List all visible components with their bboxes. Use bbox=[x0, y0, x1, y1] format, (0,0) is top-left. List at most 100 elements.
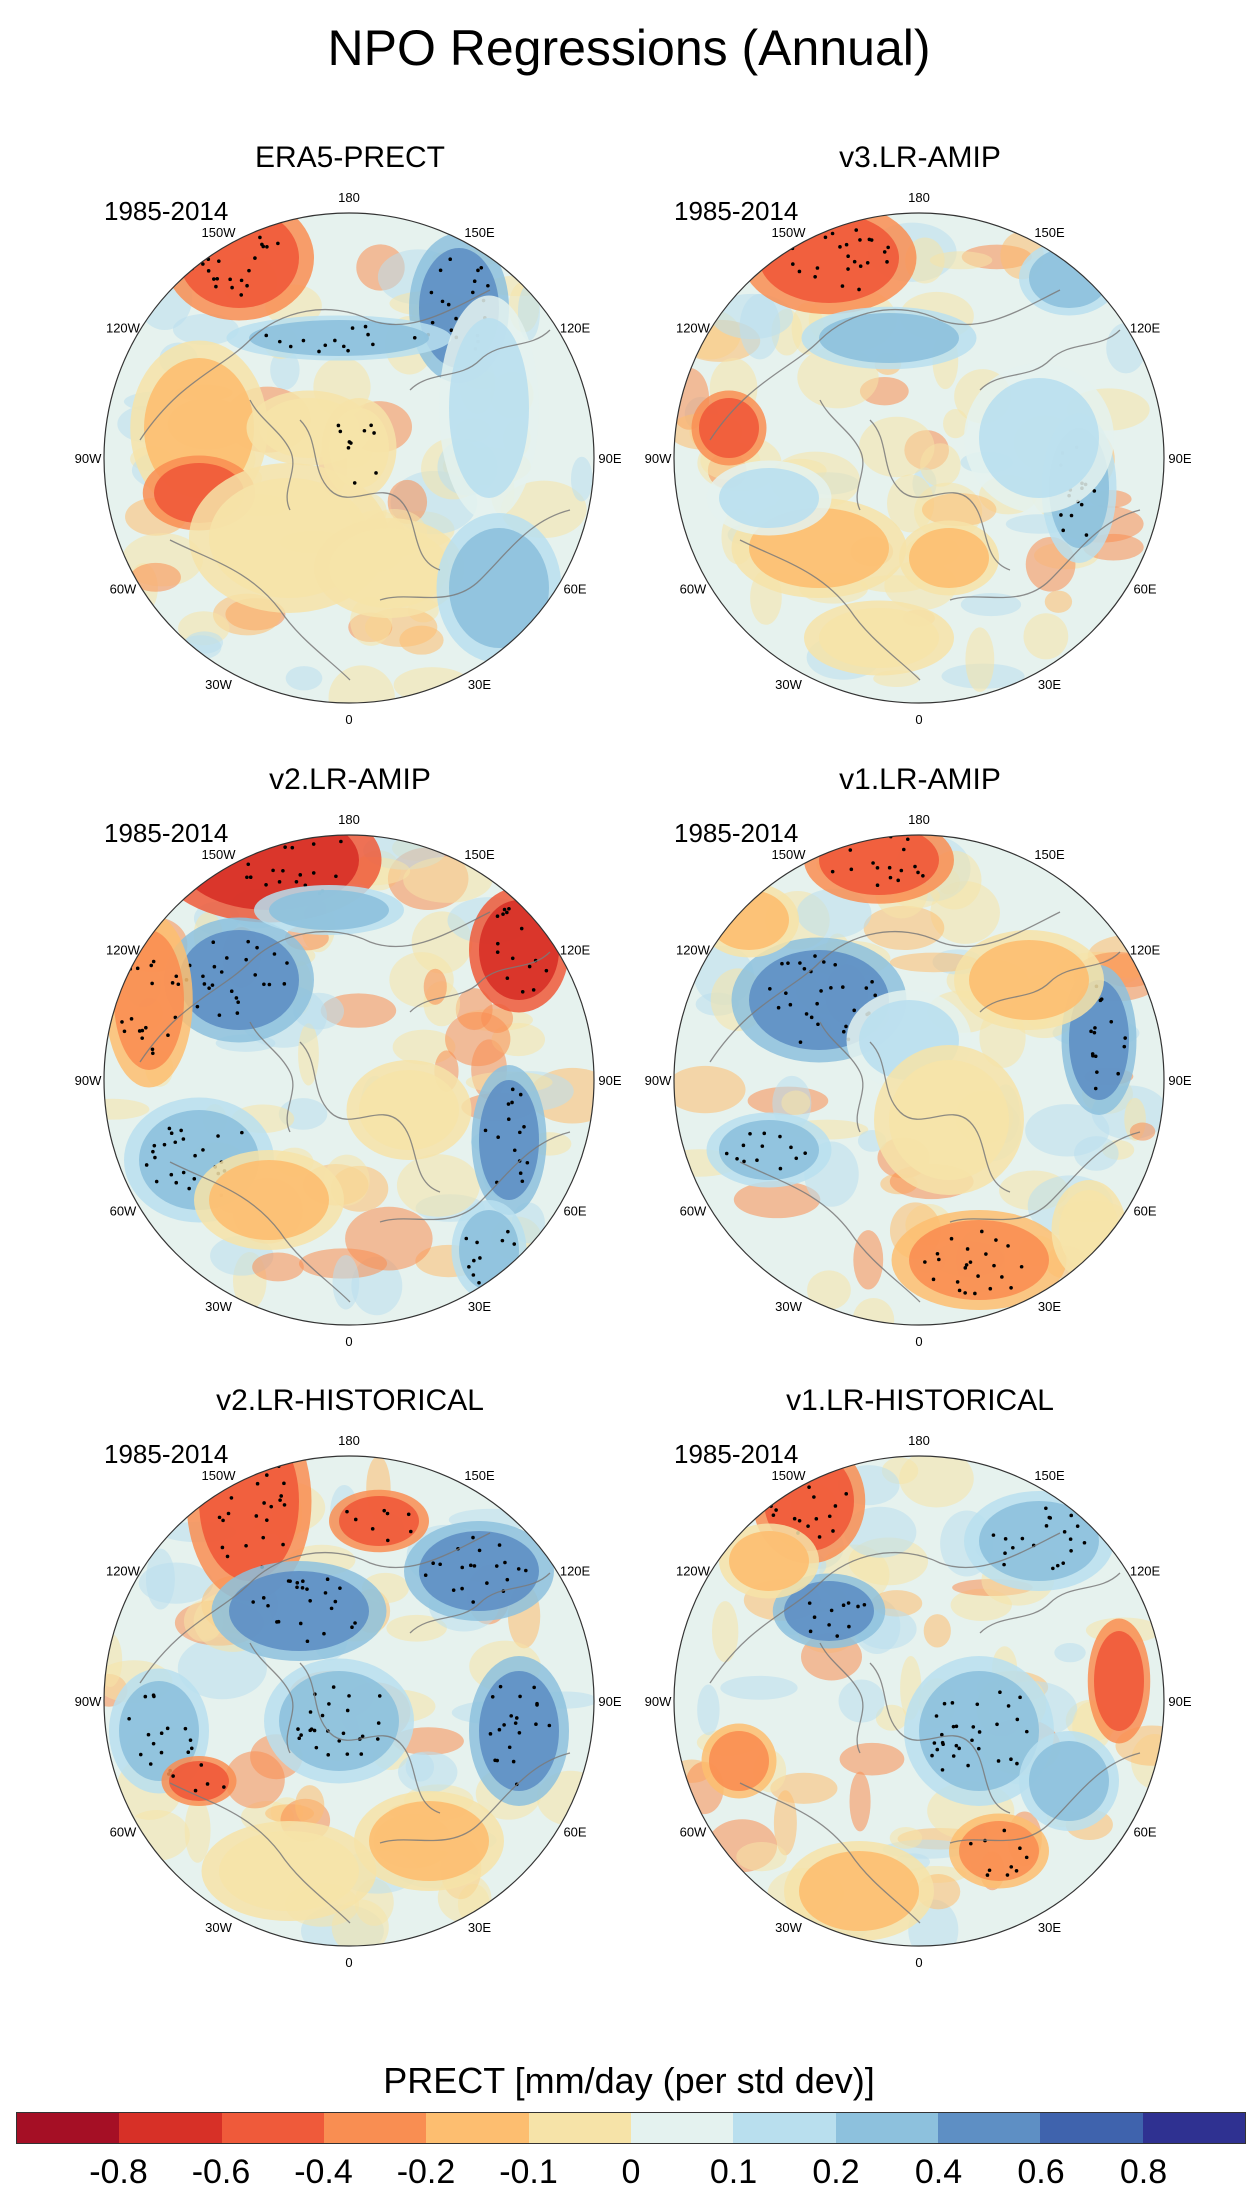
period-label: 1985-2014 bbox=[104, 818, 229, 848]
colorbar-swatch bbox=[1040, 2113, 1143, 2143]
longitude-label: 150W bbox=[772, 847, 807, 862]
colorbar-swatch bbox=[528, 2113, 631, 2143]
map-field bbox=[674, 1456, 1164, 1946]
colorbar-tick-label: -0.4 bbox=[294, 2153, 353, 2191]
period-label: 1985-2014 bbox=[674, 196, 799, 226]
longitude-label: 150W bbox=[772, 1468, 807, 1483]
colorbar-swatch bbox=[426, 2113, 529, 2143]
longitude-label: 30W bbox=[205, 1299, 232, 1314]
longitude-label: 30E bbox=[468, 1299, 491, 1314]
longitude-label: 120E bbox=[560, 1564, 591, 1579]
longitude-label: 150E bbox=[464, 225, 495, 240]
colorbar-tick-label: -0.8 bbox=[89, 2153, 148, 2191]
period-label: 1985-2014 bbox=[674, 1439, 799, 1469]
longitude-label: 0 bbox=[345, 712, 352, 727]
panel-title: v1.LR-HISTORICAL bbox=[786, 1384, 1054, 1417]
colorbar-tick-label: 0.1 bbox=[709, 2153, 758, 2191]
colorbar-tick-label: 0.4 bbox=[914, 2153, 963, 2191]
period-label: 1985-2014 bbox=[674, 818, 799, 848]
colorbar-tick-label: 0.2 bbox=[812, 2153, 860, 2191]
longitude-label: 90E bbox=[1168, 1694, 1191, 1709]
longitude-label: 0 bbox=[915, 1334, 922, 1349]
longitude-label: 0 bbox=[345, 1955, 352, 1970]
longitude-label: 60W bbox=[680, 582, 707, 597]
longitude-label: 90E bbox=[598, 1694, 621, 1709]
longitude-label: 120E bbox=[1130, 321, 1161, 336]
period-label: 1985-2014 bbox=[104, 196, 229, 226]
longitude-label: 150W bbox=[202, 225, 237, 240]
longitude-label: 60W bbox=[680, 1825, 707, 1840]
period-label: 1985-2014 bbox=[104, 1439, 229, 1469]
longitude-label: 30W bbox=[775, 1299, 802, 1314]
longitude-label: 90W bbox=[645, 451, 672, 466]
longitude-label: 30E bbox=[1038, 1920, 1061, 1935]
longitude-label: 60W bbox=[680, 1204, 707, 1219]
map-field bbox=[104, 1456, 594, 1946]
colorbar-tick-label: -0.2 bbox=[396, 2153, 456, 2191]
longitude-label: 150W bbox=[202, 1468, 237, 1483]
longitude-label: 150W bbox=[772, 225, 807, 240]
map-panel-era5: ERA5-PRECT 1985-2014 180 150E 120E 90E 60E 30… bbox=[50, 140, 650, 780]
longitude-label: 30W bbox=[205, 677, 232, 692]
longitude-label: 60W bbox=[110, 582, 137, 597]
longitude-label: 0 bbox=[915, 1955, 922, 1970]
longitude-label: 180 bbox=[908, 812, 930, 827]
longitude-label: 180 bbox=[338, 1433, 360, 1448]
colorbar-title: PRECT [mm/day (per std dev)] bbox=[383, 2060, 875, 2101]
longitude-label: 150E bbox=[1034, 1468, 1065, 1483]
longitude-label: 150W bbox=[202, 847, 237, 862]
map-boundary bbox=[103, 1455, 595, 1947]
colorbar-tick-label: -0.6 bbox=[191, 2153, 251, 2191]
longitude-label: 60E bbox=[563, 1204, 586, 1219]
longitude-label: 30W bbox=[775, 1920, 802, 1935]
colorbar-swatch bbox=[835, 2113, 938, 2143]
map-boundary bbox=[103, 212, 595, 704]
map-boundary bbox=[673, 834, 1165, 1326]
longitude-label: 60E bbox=[1133, 1825, 1156, 1840]
colorbar-swatch bbox=[630, 2113, 734, 2143]
longitude-label: 120W bbox=[106, 943, 141, 958]
longitude-label: 180 bbox=[338, 190, 360, 205]
longitude-label: 120W bbox=[676, 1564, 711, 1579]
map-field bbox=[104, 213, 594, 703]
map-panel-v1-amip: v1.LR-AMIP 1985-2014 180 150E 120E 90E 60E 30… bbox=[620, 762, 1220, 1402]
polar-map: 180 150E 120E 90E 60E 30E 0 30W 60W 90W 120W 150W bbox=[75, 190, 622, 727]
map-panel-v2-historical: v2.LR-HISTORICAL 1985-2014 180 150E 120E 90… bbox=[50, 1383, 650, 2023]
longitude-label: 150E bbox=[1034, 847, 1065, 862]
colorbar-tick-label: -0.1 bbox=[499, 2153, 558, 2191]
polar-map: 180 150E 120E 90E 60E 30E 0 30W 60W 90W 120W 150W bbox=[645, 1433, 1192, 1970]
figure-title: NPO Regressions (Annual) bbox=[327, 20, 931, 76]
longitude-label: 90E bbox=[598, 1073, 621, 1088]
map-boundary bbox=[673, 1455, 1165, 1947]
polar-map: 180 150E 120E 90E 60E 30E 0 30W 60W 90W 120W 150W bbox=[75, 812, 622, 1349]
panel-title: ERA5-PRECT bbox=[254, 141, 446, 174]
longitude-label: 150E bbox=[464, 1468, 495, 1483]
colorbar-tick-label: 0 bbox=[621, 2153, 641, 2191]
panel-title: v2.LR-AMIP bbox=[269, 763, 431, 796]
colorbar bbox=[16, 2112, 1246, 2144]
colorbar-tick-label: 0.8 bbox=[1119, 2153, 1168, 2191]
longitude-label: 60E bbox=[1133, 582, 1156, 597]
longitude-label: 30E bbox=[468, 1920, 491, 1935]
longitude-label: 90W bbox=[75, 1073, 102, 1088]
longitude-label: 120W bbox=[676, 943, 711, 958]
map-field bbox=[104, 835, 594, 1325]
colorbar-swatch bbox=[221, 2113, 324, 2143]
longitude-label: 120E bbox=[560, 943, 591, 958]
longitude-label: 60W bbox=[110, 1204, 137, 1219]
longitude-label: 90W bbox=[645, 1073, 672, 1088]
colorbar-swatch bbox=[323, 2113, 427, 2143]
longitude-label: 150E bbox=[464, 847, 495, 862]
longitude-label: 30W bbox=[775, 677, 802, 692]
map-field bbox=[674, 835, 1164, 1325]
map-panel-v1-historical: v1.LR-HISTORICAL 1985-2014 180 150E 120E 90… bbox=[620, 1383, 1220, 2023]
longitude-label: 120W bbox=[106, 321, 141, 336]
longitude-label: 90W bbox=[645, 1694, 672, 1709]
longitude-label: 90E bbox=[598, 451, 621, 466]
panel-title: v2.LR-HISTORICAL bbox=[216, 1384, 484, 1417]
longitude-label: 180 bbox=[908, 1433, 930, 1448]
longitude-label: 30E bbox=[468, 677, 491, 692]
colorbar-swatch bbox=[937, 2113, 1041, 2143]
longitude-label: 60E bbox=[1133, 1204, 1156, 1219]
map-boundary bbox=[103, 834, 595, 1326]
